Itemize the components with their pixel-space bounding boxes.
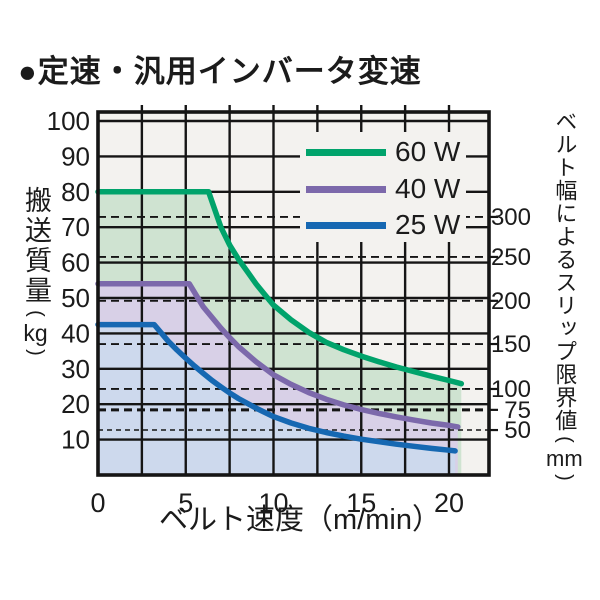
- legend-swatch-40w: [306, 185, 386, 193]
- y-tick-label: 100: [47, 106, 90, 136]
- plot-border: [96, 110, 491, 477]
- x-axis-label: ベルト速度（m/min）: [159, 504, 441, 536]
- paren-open: (: [24, 310, 47, 317]
- right-tick-label: 200: [491, 288, 531, 315]
- right-axis-unit: mm: [546, 446, 583, 471]
- legend-item-25w: 25 W: [306, 211, 460, 239]
- right-tick-label: 50: [504, 417, 531, 444]
- y-tick-label: 90: [61, 141, 90, 171]
- y-tick-label: 60: [61, 248, 90, 278]
- right-tick-label: 75: [504, 397, 531, 424]
- paren-open: (: [553, 436, 576, 443]
- x-tick-label: 5: [178, 488, 193, 518]
- curve-25W: [95, 321, 458, 454]
- legend-swatch-25w: [306, 221, 386, 229]
- y-tick-label: 20: [61, 389, 90, 419]
- legend-item-40w: 40 W: [306, 175, 460, 203]
- right-axis-label: ベルト幅によるスリップ限界値 ( mm ): [546, 110, 583, 484]
- y-tick-label: 10: [61, 425, 90, 455]
- paren-close: ): [24, 349, 47, 356]
- y-tick-label: 80: [61, 177, 90, 207]
- curve-60W: [95, 189, 465, 387]
- y-axis-unit: kg: [23, 320, 48, 346]
- x-tick-label: 15: [346, 488, 376, 518]
- right-tick-label: 300: [491, 204, 531, 231]
- y-axis-label-text: 搬送質量: [21, 186, 51, 306]
- paren-close: ): [553, 474, 576, 481]
- legend-swatch-60w: [306, 148, 386, 156]
- curve-40W: [95, 281, 461, 430]
- right-tick-label: 100: [491, 376, 531, 403]
- right-axis-label-text: ベルト幅によるスリップ限界値: [552, 110, 578, 432]
- page-title: ●定速・汎用インバータ変速: [18, 54, 422, 89]
- x-tick-label: 10: [258, 488, 288, 518]
- right-tick-label: 150: [491, 331, 531, 358]
- x-tick-label: 20: [434, 488, 464, 518]
- y-axis-label: 搬送質量 ( kg ): [21, 186, 51, 359]
- right-tick-label: 250: [491, 244, 531, 271]
- legend-item-60w: 60 W: [306, 138, 460, 166]
- y-tick-label: 50: [61, 283, 90, 313]
- y-tick-label: 40: [61, 318, 90, 348]
- legend-label-60w: 60 W: [395, 136, 461, 167]
- y-tick-label: 70: [61, 212, 90, 242]
- x-tick-label: 0: [90, 488, 105, 518]
- y-tick-label: 30: [61, 354, 90, 384]
- legend-label-25w: 25 W: [395, 209, 461, 240]
- legend-label-40w: 40 W: [395, 173, 461, 204]
